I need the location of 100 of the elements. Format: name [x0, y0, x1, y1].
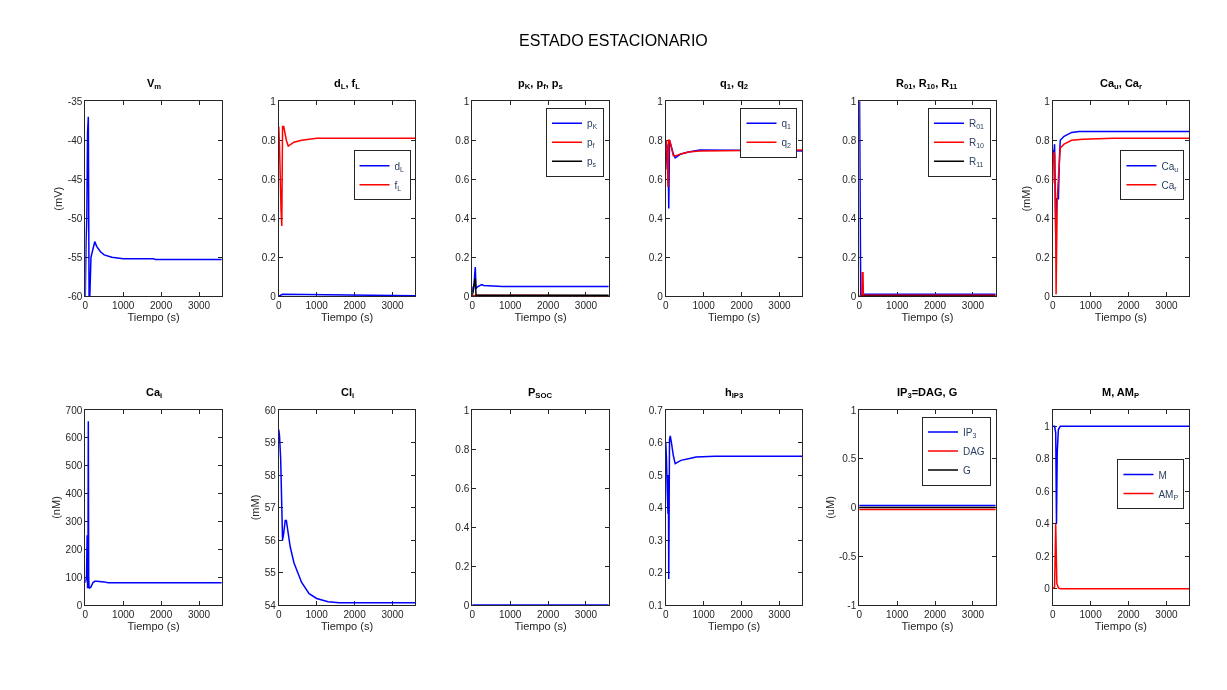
x-tick-label: 3000 [381, 609, 405, 620]
y-tick-label: 0.6 [455, 173, 470, 185]
y-tick-label: 57 [264, 502, 277, 513]
legend-label: Ca$_{r}$ [1161, 179, 1178, 192]
x-tick-label: 2000 [923, 609, 947, 620]
y-tick-label: 0.8 [1035, 453, 1051, 465]
y-tick-label: 0.8 [648, 134, 664, 146]
legend-label: f$_{L}$ [394, 179, 402, 192]
y-tick-label: 1 [270, 95, 277, 107]
y-tick-label: -60 [67, 290, 83, 302]
x-tick-label: 1000 [112, 609, 135, 620]
y-tick-label: 0.6 [648, 437, 664, 448]
y-tick-label: -1 [847, 599, 857, 611]
x-tick-label: 2000 [923, 300, 947, 312]
y-tick-label: 0.4 [842, 212, 857, 224]
y-tick-label: 400 [65, 488, 83, 500]
y-tick-label: 58 [264, 469, 277, 481]
x-tick-label: 2000 [1117, 300, 1141, 312]
y-tick-label: 1 [1044, 420, 1051, 432]
legend-label: q$_{2}$ [781, 137, 792, 150]
y-tick-label: 1 [850, 95, 857, 107]
legend-label: G [962, 464, 971, 476]
y-tick-label: 0 [1044, 290, 1051, 302]
y-tick-label: 0 [463, 290, 470, 302]
y-tick-label: -55 [67, 251, 83, 263]
chart-title: p$_{K}$, p$_{f}$, p$_{s}$ [518, 77, 563, 92]
y-tick-label: 0 [270, 290, 277, 302]
chart-title: IP$_{3}$=DAG, G [897, 386, 958, 401]
y-tick-label: 55 [264, 567, 277, 578]
legend-label: q$_{1}$ [781, 118, 792, 131]
x-tick-label: 3000 [381, 300, 405, 312]
y-tick-label: 700 [65, 404, 83, 416]
x-tick-label: 2000 [343, 609, 367, 620]
chart-title: Ca$_{i}$ [146, 386, 163, 401]
y-tick-label: 0.4 [648, 502, 664, 513]
y-tick-label: 0.6 [261, 173, 277, 185]
x-tick-label: 2000 [730, 300, 754, 312]
y-tick-label: 0.2 [648, 567, 664, 578]
y-tick-label: -40 [67, 134, 83, 146]
y-tick-label: 0.2 [261, 251, 277, 263]
y-tick-label: 56 [264, 534, 277, 546]
x-tick-label: 2000 [536, 609, 560, 620]
x-axis-title: Tiempo (s) [707, 311, 761, 324]
x-axis-title: Tiempo (s) [1094, 311, 1148, 324]
y-tick-label: 1 [850, 404, 857, 416]
x-axis-title: Tiempo (s) [514, 620, 567, 632]
y-tick-label: 0.8 [455, 443, 470, 455]
y-axis-title: (nM) [50, 496, 63, 519]
x-axis-title: Tiempo (s) [320, 311, 374, 324]
y-tick-label: 0.6 [648, 173, 664, 185]
y-tick-label: 0.8 [455, 134, 470, 146]
x-tick-label: 1000 [305, 609, 329, 620]
x-tick-label: 2000 [730, 609, 754, 620]
y-tick-label: 0.5 [842, 453, 857, 465]
x-tick-label: 1000 [692, 609, 716, 620]
x-tick-label: 1000 [112, 300, 135, 312]
text: ESTADO ESTACIONARIO [519, 32, 708, 49]
y-tick-label: -0.5 [838, 550, 857, 562]
legend-label: M [1158, 469, 1167, 481]
x-tick-label: 2000 [536, 300, 560, 312]
x-tick-label: 3000 [574, 300, 598, 312]
chart-title: Ca$_{u}$, Ca$_{r}$ [1100, 77, 1142, 92]
y-axis-title: (mV) [52, 186, 65, 211]
y-tick-label: 1 [1044, 95, 1051, 107]
y-tick-label: 0.6 [842, 173, 857, 185]
y-tick-label: -45 [67, 173, 83, 185]
x-tick-label: 3000 [187, 609, 211, 620]
y-tick-label: 59 [264, 437, 277, 448]
y-tick-label: 500 [65, 460, 83, 472]
legend-label: DAG [962, 445, 985, 457]
y-tick-label: 0.2 [1035, 251, 1051, 263]
x-axis-title: Tiempo (s) [707, 620, 761, 632]
x-axis-title: Tiempo (s) [901, 311, 954, 324]
y-tick-label: -50 [67, 212, 83, 224]
x-tick-label: 3000 [1155, 609, 1178, 620]
y-tick-label: 0 [657, 290, 664, 302]
x-tick-label: 1000 [305, 300, 329, 312]
legend-label: R$_{01}$ [968, 118, 985, 131]
y-tick-label: 0.2 [455, 560, 470, 572]
y-tick-label: 0 [850, 502, 857, 513]
chart-title: P$_{SOC}$ [528, 386, 553, 401]
x-tick-label: 1000 [886, 609, 909, 620]
x-axis-title: Tiempo (s) [320, 620, 374, 632]
chart-title: Cl$_{i}$ [341, 386, 355, 401]
chart-title: d$_{L}$, f$_{L}$ [334, 77, 361, 92]
y-tick-label: 0.5 [648, 469, 664, 481]
y-tick-label: 0.8 [1035, 134, 1051, 146]
y-tick-label: 0.2 [455, 251, 470, 263]
y-axis-title: (mM) [249, 494, 262, 521]
y-tick-label: 0.3 [648, 534, 664, 546]
y-tick-label: 0.2 [1035, 550, 1051, 562]
legend-label: Ca$_{u}$ [1161, 160, 1179, 173]
y-tick-label: 0.8 [261, 134, 277, 146]
x-tick-label: 3000 [961, 300, 985, 312]
y-tick-label: 0.4 [261, 212, 277, 224]
y-tick-label: 60 [264, 404, 277, 416]
x-tick-label: 1000 [499, 609, 522, 620]
legend-label: R$_{11}$ [968, 156, 984, 169]
y-tick-label: 0.6 [455, 482, 470, 494]
x-tick-label: 3000 [768, 300, 792, 312]
